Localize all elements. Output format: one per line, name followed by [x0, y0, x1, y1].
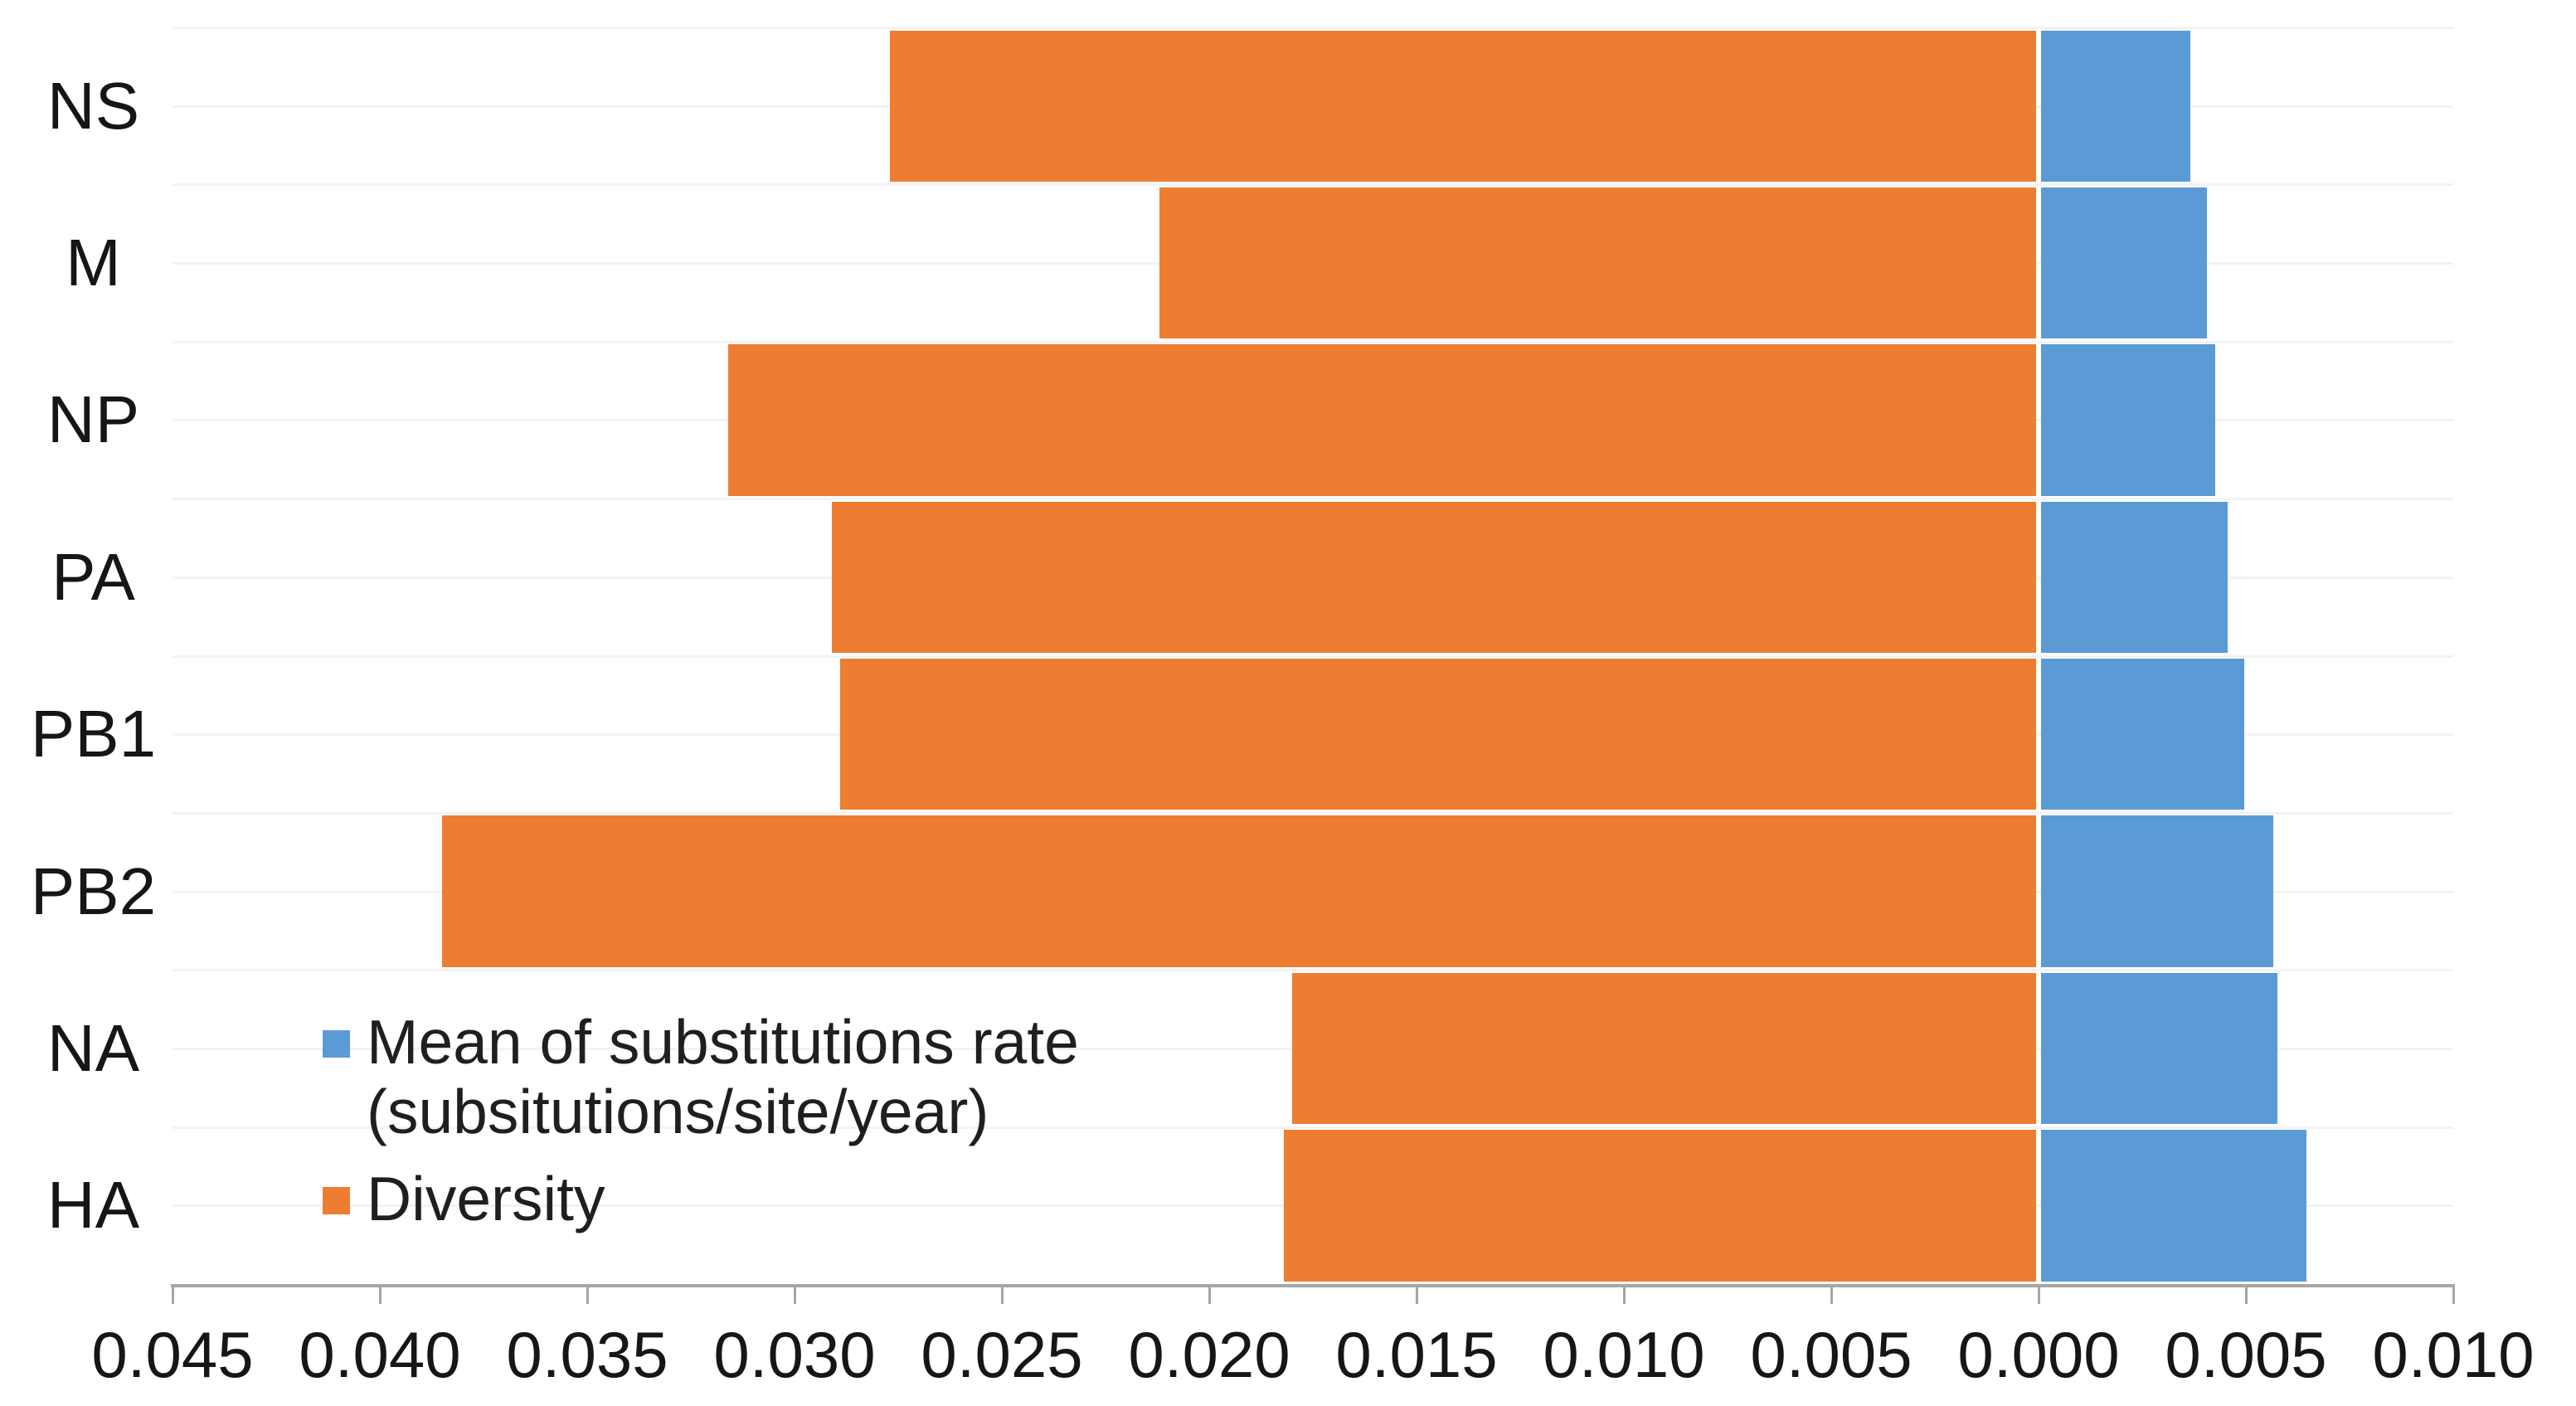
- x-axis-tick-label: 0.010: [1543, 1318, 1705, 1391]
- legend-item-substitution-rate: Mean of substitutions rate (subsitutions…: [323, 1007, 1079, 1146]
- substitution-rate-bar-NP: [2041, 344, 2215, 496]
- category-label-PB1: PB1: [30, 697, 157, 771]
- diversity-bar-NA: [1292, 972, 2036, 1125]
- horizontal-gridline: [173, 1126, 2453, 1129]
- horizontal-gridline: [173, 969, 2453, 972]
- x-axis-tick: [1001, 1284, 1004, 1304]
- diversity-bar-PB2: [442, 815, 2036, 967]
- category-label-HA: HA: [46, 1168, 140, 1243]
- x-axis-tick-label: 0.000: [1957, 1318, 2120, 1391]
- diversity-bar-HA: [1284, 1130, 2036, 1282]
- category-label-NS: NS: [46, 68, 140, 143]
- x-axis-tick: [172, 1284, 174, 1304]
- substitution-rate-bar-M: [2041, 187, 2207, 339]
- x-axis-tick: [1416, 1284, 1418, 1304]
- substitution-rate-bar-PB2: [2041, 815, 2273, 967]
- diversity-bar-M: [1159, 187, 2036, 339]
- diversity-bar-NP: [728, 344, 2036, 496]
- horizontal-gridline: [173, 340, 2453, 343]
- x-axis-tick: [1623, 1284, 1626, 1304]
- x-axis-tick: [2245, 1284, 2248, 1304]
- horizontal-gridline: [173, 183, 2453, 187]
- x-axis-tick: [586, 1284, 589, 1304]
- legend-label-diversity: Diversity: [367, 1164, 605, 1233]
- legend-swatch-orange: [323, 1187, 350, 1214]
- diversity-bar-PA: [832, 501, 2036, 653]
- x-axis-tick: [1208, 1284, 1211, 1304]
- substitution-rate-bar-NS: [2041, 30, 2190, 182]
- x-axis-tick: [794, 1284, 796, 1304]
- substitution-rate-bar-HA: [2041, 1130, 2306, 1282]
- x-axis-tick-label: 0.030: [713, 1318, 876, 1391]
- x-axis-tick-label: 0.040: [299, 1318, 461, 1391]
- x-axis-tick: [2452, 1284, 2455, 1304]
- x-axis-tick-label: 0.005: [2165, 1318, 2327, 1391]
- horizontal-gridline: [173, 811, 2453, 815]
- legend-item-diversity: Diversity: [323, 1164, 605, 1233]
- category-label-NP: NP: [46, 382, 140, 457]
- x-axis-tick-label: 0.025: [921, 1318, 1083, 1391]
- x-axis-tick-label: 0.010: [2372, 1318, 2535, 1391]
- x-axis-tick-label: 0.045: [91, 1318, 254, 1391]
- substitution-rate-bar-NA: [2041, 972, 2277, 1125]
- horizontal-gridline: [173, 498, 2453, 501]
- category-label-M: M: [66, 226, 121, 300]
- category-label-PB2: PB2: [30, 854, 157, 928]
- x-axis-tick-label: 0.020: [1128, 1318, 1290, 1391]
- x-axis-tick: [1830, 1284, 1833, 1304]
- substitution-rate-bar-PB1: [2041, 659, 2244, 810]
- diversity-bar-NS: [890, 30, 2036, 182]
- horizontal-gridline: [173, 654, 2453, 658]
- legend-label-substitution-rate: Mean of substitutions rate (subsitutions…: [367, 1007, 1079, 1146]
- category-label-NA: NA: [46, 1010, 140, 1085]
- x-axis-line: [171, 1284, 2455, 1287]
- horizontal-gridline: [173, 27, 2453, 29]
- x-axis-tick: [2038, 1284, 2040, 1304]
- legend-label-line1: Mean of substitutions rate: [367, 1007, 1079, 1077]
- x-axis-tick-label: 0.015: [1335, 1318, 1498, 1391]
- substitution-rate-bar-PA: [2041, 501, 2228, 653]
- x-axis-tick: [379, 1284, 382, 1304]
- legend-swatch-blue: [323, 1030, 350, 1058]
- category-label-PA: PA: [51, 539, 135, 614]
- x-axis-tick-label: 0.005: [1750, 1318, 1913, 1391]
- legend-label-line1: Diversity: [367, 1164, 605, 1233]
- x-axis-tick-label: 0.035: [506, 1318, 668, 1391]
- diversity-bar-PB1: [840, 659, 2036, 810]
- legend-label-line2: (subsitutions/site/year): [367, 1077, 989, 1146]
